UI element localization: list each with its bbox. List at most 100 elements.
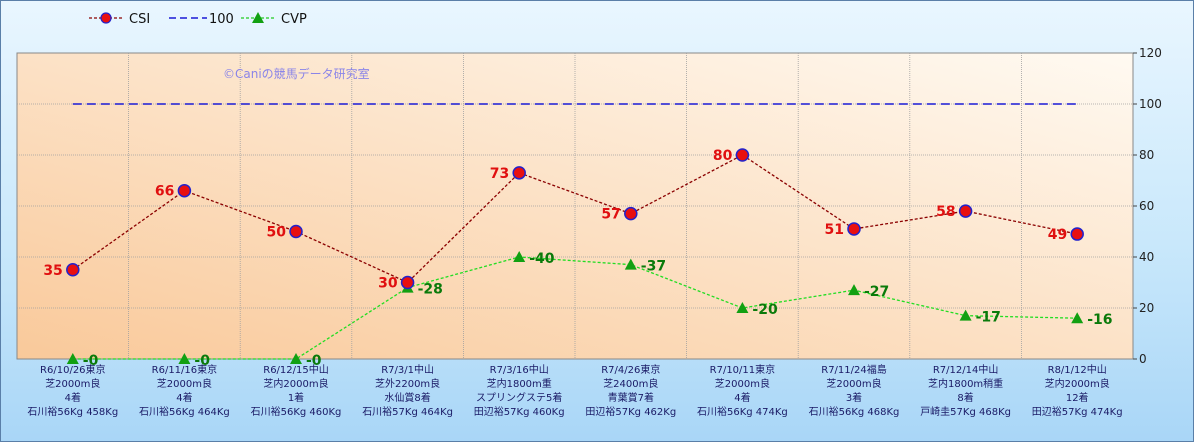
x-category-line: R7/11/24福島 [821, 363, 887, 376]
csi-data-label: 57 [601, 207, 620, 223]
watermark: ©Caniの競馬データ研究室 [223, 66, 370, 81]
series-cvp-line [72, 256, 1078, 360]
x-category-line: 石川裕56Kg 460Kg [251, 405, 342, 418]
cvp-data-label: -16 [1087, 312, 1112, 328]
csi-point [847, 222, 861, 236]
csi-data-label: 30 [378, 276, 398, 292]
x-category-line: 芝2000m良 [157, 377, 212, 390]
cvp-data-label: -37 [641, 259, 666, 275]
x-category-line: 田辺裕57Kg 474Kg [1032, 405, 1123, 418]
csi-data-label: 35 [43, 263, 62, 279]
csi-data-label: 66 [155, 184, 174, 200]
x-category-line: 芝内1800m稍重 [928, 377, 1003, 390]
x-category-line: 芝2000m良 [826, 377, 881, 390]
x-category-line: R7/3/16中山 [490, 363, 549, 376]
x-category-line: 田辺裕57Kg 460Kg [474, 405, 565, 418]
x-category-line: R7/10/11東京 [710, 363, 776, 376]
x-category-line: 青葉賞7着 [608, 391, 654, 404]
x-category-line: 石川裕56Kg 464Kg [139, 405, 230, 418]
csi-data-label: 51 [825, 222, 844, 238]
cvp-point [178, 353, 191, 364]
legend-item-100: 100 [169, 12, 234, 27]
x-category-line: 4着 [176, 391, 192, 404]
x-category-line: 石川裕56Kg 458Kg [27, 405, 118, 418]
csi-point [400, 275, 415, 290]
x-category-line: 石川裕56Kg 474Kg [697, 405, 788, 418]
cvp-point [624, 258, 637, 270]
x-category-line: 8着 [957, 391, 973, 404]
cvp-data-label: -0 [306, 353, 322, 369]
chart-legend: CSI 100 CVP [89, 12, 307, 27]
x-category-line: 4着 [65, 391, 81, 404]
cvp-data-label: -40 [529, 251, 555, 267]
cvp-point [736, 302, 749, 313]
cvp-point [513, 251, 526, 262]
cvp-point [959, 309, 972, 321]
data-labels: -0 -0 -0 -28 -40 -37 -20 -27 -17 -16 35 66 50 30 73 57 8… [43, 148, 1112, 369]
x-category-line: 4着 [734, 391, 750, 404]
x-category-line: 3着 [846, 391, 862, 404]
csi-data-label: 50 [267, 225, 287, 241]
y-tick-label: 80 [1139, 148, 1154, 162]
x-category-line: 芝2000m良 [715, 377, 770, 390]
series-layer [66, 103, 1084, 364]
x-category-line: R7/12/14中山 [933, 363, 999, 376]
legend-label-csi: CSI [129, 12, 150, 27]
x-category-line: 1着 [288, 391, 304, 404]
legend-label-100: 100 [209, 12, 234, 27]
x-category-line: 芝外2200m良 [375, 377, 440, 390]
x-category-line: 芝内2000m良 [1045, 377, 1110, 390]
y-axis-ticks: 0 20 40 60 80 100 120 [1133, 46, 1162, 366]
y-tick-label: 40 [1139, 250, 1154, 264]
y-tick-label: 60 [1139, 199, 1154, 213]
csi-point [958, 204, 973, 218]
x-category-line: R6/11/16東京 [152, 363, 218, 376]
cvp-data-label: -0 [83, 353, 99, 369]
x-category-line: 芝内2000m良 [263, 377, 328, 390]
x-category-line: 12着 [1066, 391, 1089, 404]
x-category-line: R8/1/12中山 [1048, 363, 1107, 376]
x-category-line: 芝2000m良 [45, 377, 100, 390]
y-tick-label: 120 [1139, 46, 1162, 60]
cvp-point [290, 353, 302, 364]
csi-point [66, 263, 80, 277]
x-category-line: 石川裕56Kg 468Kg [809, 405, 900, 418]
csi-point [624, 206, 638, 221]
csi-data-label: 49 [1048, 227, 1067, 243]
x-category-line: R7/3/1中山 [381, 363, 434, 376]
csi-point [289, 224, 303, 239]
csi-data-label: 73 [490, 166, 509, 182]
legend-item-cvp: CVP [241, 12, 307, 27]
x-category-line: スプリングステ5着 [476, 391, 562, 404]
y-tick-label: 100 [1139, 97, 1162, 111]
x-category-line: 芝2400m良 [603, 377, 658, 390]
triangle-icon [252, 12, 264, 23]
csi-data-label: 58 [936, 204, 955, 220]
x-category-line: 田辺裕57Kg 462Kg [585, 405, 676, 418]
cvp-data-label: -20 [752, 302, 778, 318]
cvp-data-label: -27 [864, 284, 889, 300]
x-category-line: R6/10/26東京 [40, 363, 106, 376]
x-category-line: 石川裕57Kg 464Kg [362, 405, 453, 418]
legend-item-csi: CSI [89, 12, 150, 27]
csi-point [177, 183, 192, 198]
y-tick-label: 20 [1139, 301, 1154, 315]
circle-icon [100, 12, 112, 24]
cvp-point [66, 353, 79, 364]
csi-point [512, 166, 526, 180]
csi-point [1070, 227, 1084, 241]
y-tick-label: 0 [1139, 352, 1147, 366]
csi-data-label: 80 [713, 148, 733, 164]
x-category-line: 水仙賞8着 [384, 391, 430, 404]
x-category-line: 戸崎圭57Kg 468Kg [920, 405, 1011, 418]
x-category-line: R6/12/15中山 [263, 363, 329, 376]
